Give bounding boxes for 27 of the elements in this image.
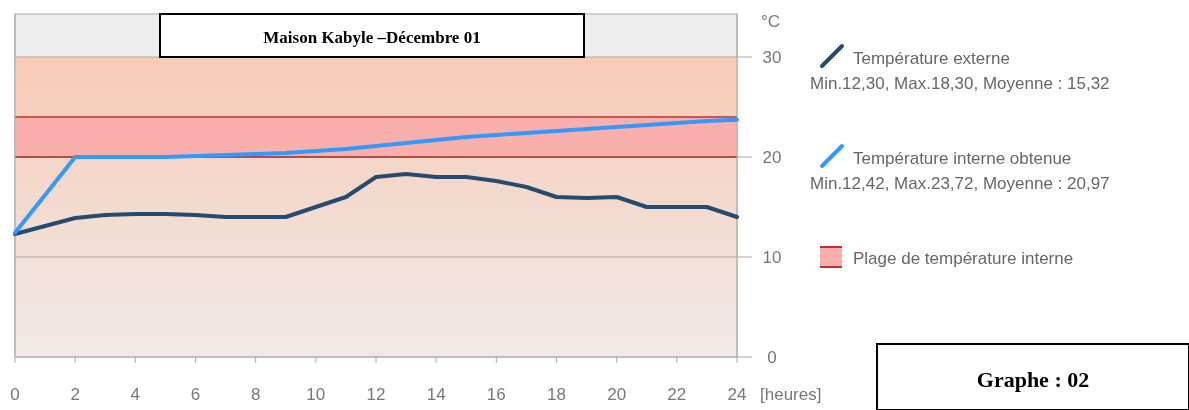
x-tick-label: 2: [70, 385, 80, 404]
y-axis-title: °C: [761, 12, 781, 31]
legend-label: Plage de température interne: [853, 249, 1074, 268]
text: Min.12,30, Max.18,30, Moyenne : 15,32: [810, 74, 1110, 93]
x-tick-label: 14: [426, 385, 446, 404]
legend-label: Température interne obtenue: [853, 149, 1072, 168]
text: Maison Kabyle –Décembre 01: [263, 28, 481, 47]
y-tick-label: 30: [762, 48, 782, 67]
y-tick-label: 0: [767, 348, 777, 367]
x-tick-label: 18: [547, 385, 566, 404]
x-tick-label: 8: [250, 385, 261, 404]
x-tick-label: 0: [10, 385, 20, 404]
y-tick-label: 20: [762, 148, 782, 167]
legend-label: Température externe: [853, 49, 1010, 68]
x-axis-title: [heures]: [760, 385, 822, 404]
x-tick-label: 10: [306, 385, 326, 404]
x-tick-label: 4: [130, 385, 141, 404]
x-tick-label: 12: [366, 385, 386, 404]
x-tick-label: 22: [667, 385, 687, 404]
line-series: [13, 172, 739, 236]
x-tick-label: 6: [190, 385, 201, 404]
text: Min.12,42, Max.23,72, Moyenne : 20,97: [810, 174, 1110, 193]
y-tick-label: 10: [762, 248, 782, 267]
x-tick-label: 24: [727, 385, 747, 404]
text: Graphe : 02: [976, 367, 1090, 392]
x-tick-label: 16: [486, 385, 506, 404]
x-tick-label: 20: [607, 385, 627, 404]
